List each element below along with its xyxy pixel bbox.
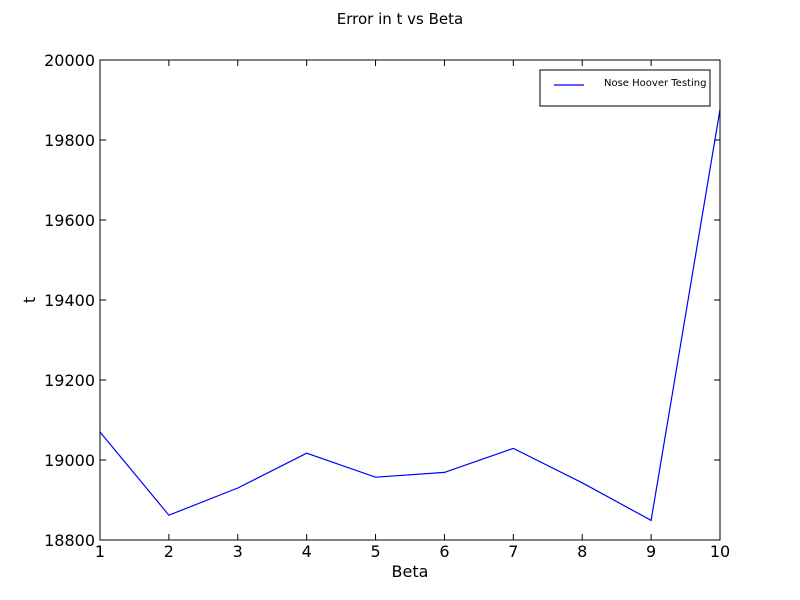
- y-tick-label: 19200: [44, 371, 95, 390]
- y-tick-label: 19600: [44, 211, 95, 230]
- legend-box: [539, 69, 711, 107]
- plot-area: [100, 60, 720, 540]
- x-tick-label: 10: [710, 542, 730, 561]
- x-tick-label: 8: [577, 542, 587, 561]
- x-tick-label: 3: [233, 542, 243, 561]
- plot-frame: [99, 59, 721, 541]
- x-axis-label: Beta: [392, 562, 429, 581]
- legend: Nose Hoover Testing: [539, 69, 711, 107]
- y-tick-label: 19000: [44, 451, 95, 470]
- x-tick-label: 6: [439, 542, 449, 561]
- x-tick-label: 5: [370, 542, 380, 561]
- axis-tick-labels: 1 2 3 4 5 6 7 8 9 10 18800 19000 19200 19400 19600 1980…: [44, 51, 730, 561]
- y-tick-label: 20000: [44, 51, 95, 70]
- series-line: [99, 109, 721, 522]
- y-tick-label: 18800: [44, 531, 95, 550]
- y-axis-label: t: [20, 297, 39, 303]
- y-tick-label: 19400: [44, 291, 95, 310]
- x-tick-label: 9: [646, 542, 656, 561]
- series-layer: [99, 109, 721, 522]
- legend-label: Nose Hoover Testing: [604, 78, 706, 89]
- x-tick-label: 1: [95, 542, 105, 561]
- y-tick-label: 19800: [44, 131, 95, 150]
- chart-title: Error in t vs Beta: [337, 10, 463, 28]
- x-tick-label: 2: [164, 542, 174, 561]
- x-tick-label: 7: [508, 542, 518, 561]
- x-tick-label: 4: [302, 542, 312, 561]
